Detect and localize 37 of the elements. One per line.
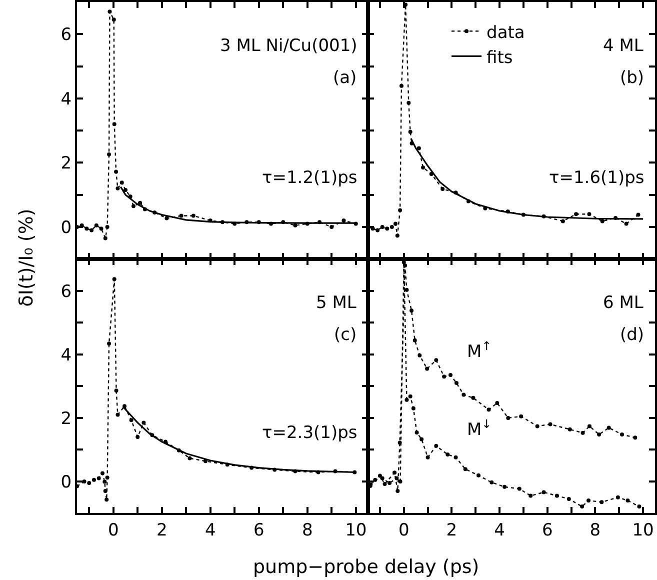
x-tick-label: 6	[253, 520, 264, 541]
annotation: 6 ML	[603, 293, 644, 313]
annotation: τ=1.2(1)ps	[262, 168, 358, 188]
y-tick-label: 4	[60, 345, 72, 366]
y-tick-label: 0	[60, 472, 72, 492]
x-tick-label: 10	[632, 520, 654, 541]
x-tick-label: 4	[494, 520, 505, 541]
y-tick-label: 6	[60, 25, 72, 46]
x-tick-label: 2	[446, 520, 458, 541]
x-tick-label: 0	[108, 520, 119, 541]
annotation: (a)	[333, 68, 357, 88]
annotation: (d)	[620, 325, 644, 345]
y-tick-label: 2	[60, 408, 72, 429]
y-tick-label: 4	[60, 89, 72, 110]
y-tick-label: 6	[60, 282, 72, 302]
annotation: τ=2.3(1)ps	[262, 423, 358, 443]
annotation: 4 ML	[603, 36, 644, 56]
annotation: (b)	[620, 68, 644, 88]
y-tick-label: 2	[60, 154, 72, 174]
annotation: M$^{↑}$	[467, 339, 492, 362]
y-axis-title: δI(t)/I₀ (%)	[16, 208, 38, 307]
x-tick-label: 8	[590, 520, 601, 541]
x-tick-label: 0	[398, 520, 410, 541]
annotation: 5 ML	[316, 293, 357, 313]
x-tick-label: 6	[542, 520, 553, 541]
y-tick-label: 0	[60, 218, 72, 238]
x-axis-title: pump−probe delay (ps)	[253, 556, 480, 578]
annotation: τ=1.6(1)ps	[549, 168, 644, 188]
annotation: M$^{↓}$	[467, 417, 492, 440]
x-tick-label: 4	[204, 520, 216, 541]
annotation: (c)	[334, 325, 357, 345]
legend-label: data	[486, 22, 525, 43]
annotation: 3 ML Ni/Cu(001)	[220, 36, 358, 56]
x-tick-label: 8	[302, 520, 313, 541]
legend-label: fits	[486, 48, 513, 68]
x-tick-label: 2	[156, 520, 168, 541]
x-tick-label: 10	[345, 520, 367, 541]
